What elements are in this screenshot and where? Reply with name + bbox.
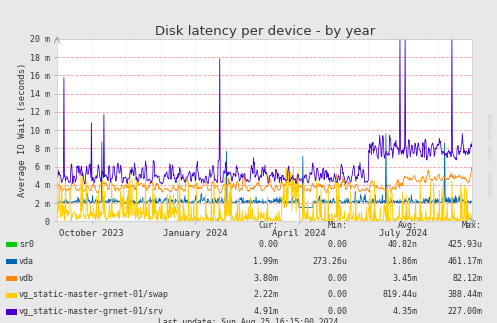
Y-axis label: Average IO Wait (seconds): Average IO Wait (seconds) bbox=[18, 63, 27, 197]
Text: vg_static-master-grnet-01/swap: vg_static-master-grnet-01/swap bbox=[19, 290, 169, 299]
Text: Avg:: Avg: bbox=[398, 221, 417, 230]
Text: 388.44m: 388.44m bbox=[447, 290, 482, 299]
Text: 425.93u: 425.93u bbox=[447, 240, 482, 249]
Text: sr0: sr0 bbox=[19, 240, 34, 249]
Text: vg_static-master-grnet-01/srv: vg_static-master-grnet-01/srv bbox=[19, 307, 164, 316]
Text: 461.17m: 461.17m bbox=[447, 257, 482, 266]
Text: Cur:: Cur: bbox=[258, 221, 278, 230]
Text: 3.80m: 3.80m bbox=[253, 274, 278, 283]
Text: vda: vda bbox=[19, 257, 34, 266]
Text: Max:: Max: bbox=[462, 221, 482, 230]
Text: 4.91m: 4.91m bbox=[253, 307, 278, 316]
Text: 0.00: 0.00 bbox=[258, 240, 278, 249]
Text: 4.35m: 4.35m bbox=[393, 307, 417, 316]
Text: 227.00m: 227.00m bbox=[447, 307, 482, 316]
Text: 82.12m: 82.12m bbox=[452, 274, 482, 283]
Text: RRDTOOL / TOBI OETIKER: RRDTOOL / TOBI OETIKER bbox=[488, 114, 493, 196]
Text: Min:: Min: bbox=[328, 221, 348, 230]
Text: 273.26u: 273.26u bbox=[313, 257, 348, 266]
Text: 0.00: 0.00 bbox=[328, 307, 348, 316]
Text: 3.45m: 3.45m bbox=[393, 274, 417, 283]
Text: vdb: vdb bbox=[19, 274, 34, 283]
Text: 1.86m: 1.86m bbox=[393, 257, 417, 266]
Text: Last update: Sun Aug 25 16:15:00 2024: Last update: Sun Aug 25 16:15:00 2024 bbox=[159, 318, 338, 323]
Text: 819.44u: 819.44u bbox=[383, 290, 417, 299]
Text: 40.82n: 40.82n bbox=[388, 240, 417, 249]
Title: Disk latency per device - by year: Disk latency per device - by year bbox=[155, 25, 375, 37]
Text: 0.00: 0.00 bbox=[328, 290, 348, 299]
Text: 2.22m: 2.22m bbox=[253, 290, 278, 299]
Text: 0.00: 0.00 bbox=[328, 240, 348, 249]
Text: 1.99m: 1.99m bbox=[253, 257, 278, 266]
Text: 0.00: 0.00 bbox=[328, 274, 348, 283]
